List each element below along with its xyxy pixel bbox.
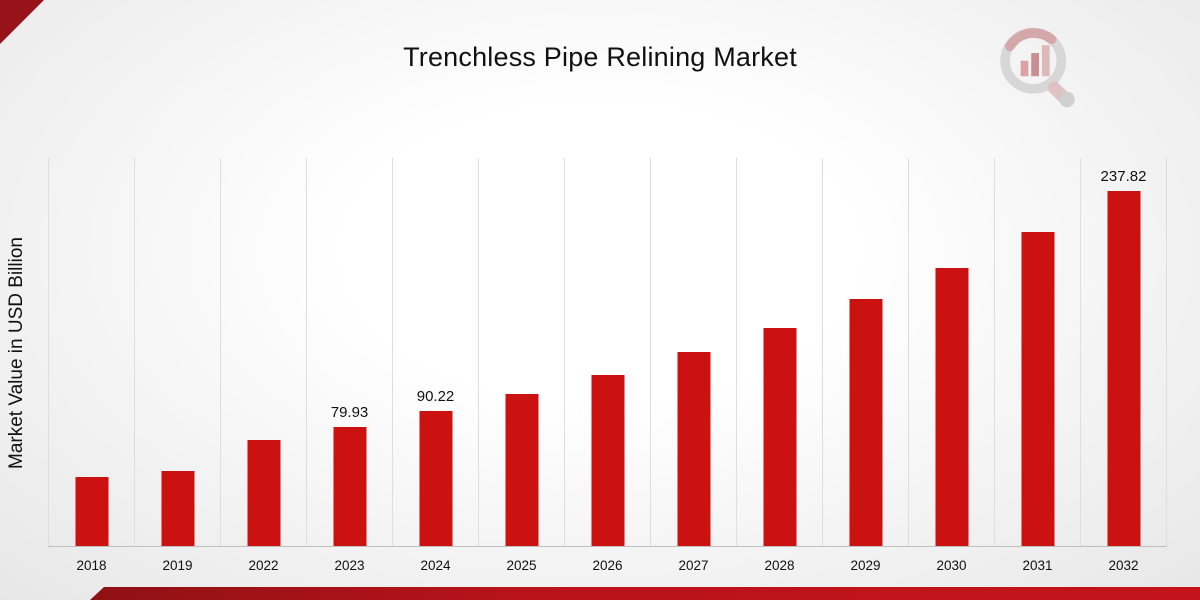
x-tick-2026: 2026 [592,558,623,573]
bar-2029 [849,299,882,546]
bar-2019 [161,471,194,546]
category-cell-2023: 79.93 2023 [306,158,392,573]
category-cell-2030: 2030 [908,158,994,573]
y-axis-label: Market Value in USD Billion [6,237,27,469]
value-label-2032: 237.82 [1100,168,1147,186]
category-cell-2019: 2019 [134,158,220,573]
bar-2025 [505,394,538,546]
bar-2030 [935,267,968,546]
bar-2032 [1107,191,1140,546]
category-cell-2026: 2026 [564,158,650,573]
bar-2027 [677,352,710,546]
corner-accent-triangle [0,0,44,44]
x-tick-2032: 2032 [1108,558,1139,573]
x-tick-2029: 2029 [850,558,881,573]
x-tick-2022: 2022 [248,558,279,573]
x-tick-2018: 2018 [76,558,107,573]
x-tick-2019: 2019 [162,558,193,573]
category-cell-2032: 237.82 2032 [1080,158,1166,573]
value-label-2023: 79.93 [330,403,369,421]
x-tick-2025: 2025 [506,558,537,573]
bar-2028 [763,327,796,546]
bar-2026 [591,374,624,546]
x-tick-2027: 2027 [678,558,709,573]
bar-2018 [75,476,108,546]
category-cell-2018: 2018 [48,158,134,573]
category-cell-2031: 2031 [994,158,1080,573]
brand-logo-icon [1000,27,1075,108]
bar-2022 [247,439,280,546]
category-cell-2027: 2027 [650,158,736,573]
x-tick-2031: 2031 [1022,558,1053,573]
x-tick-2024: 2024 [420,558,451,573]
bar-2031 [1021,231,1054,546]
x-tick-2023: 2023 [334,558,365,573]
category-cell-2028: 2028 [736,158,822,573]
x-tick-2030: 2030 [936,558,967,573]
category-cell-2022: 2022 [220,158,306,573]
page-title: Trenchless Pipe Relining Market [403,42,797,72]
category-cell-2024: 90.22 2024 [392,158,478,573]
bar-2023 [333,426,366,546]
category-cell-2029: 2029 [822,158,908,573]
category-cell-2025: 2025 [478,158,564,573]
bottom-accent-bar [90,587,1200,600]
value-label-2024: 90.22 [416,388,455,406]
chart: 2018 2019 2022 79.93 2023 90.22 2024 2025 2026 20… [48,158,1167,573]
bar-2024 [419,411,452,546]
x-tick-2028: 2028 [764,558,795,573]
